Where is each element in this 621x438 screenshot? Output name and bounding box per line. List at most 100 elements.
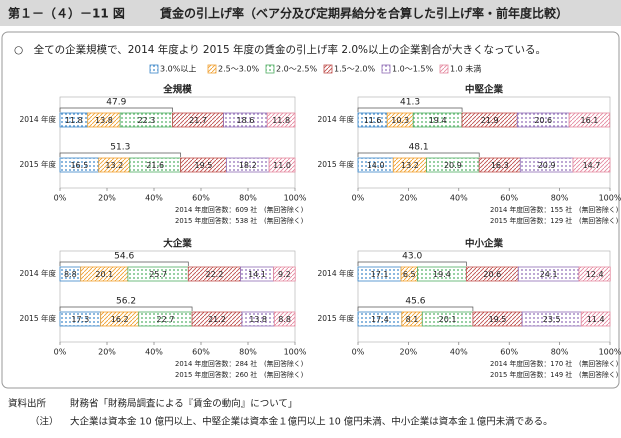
data-label: 20.6	[534, 116, 552, 125]
x-tick-label: 100%	[284, 348, 307, 357]
data-label: 22.2	[205, 270, 223, 279]
y-tick-label: 2014 年度	[20, 268, 57, 278]
bar-segment	[580, 311, 611, 327]
data-label: 16.1	[581, 116, 599, 125]
data-label: 6.5	[403, 270, 416, 279]
chart-title: 大企業	[163, 238, 192, 250]
chart-title: 中小企業	[465, 238, 504, 250]
bracket-label: 51.3	[110, 143, 130, 153]
data-label: 11.4	[587, 315, 605, 324]
bracket	[357, 152, 480, 157]
data-label: 19.4	[429, 116, 447, 125]
data-label: 17.3	[71, 315, 89, 324]
bracket	[59, 107, 173, 112]
data-label: 16.2	[111, 315, 129, 324]
bracket-label: 45.6	[405, 297, 425, 307]
data-label: 14.0	[367, 161, 385, 170]
y-tick-label: 2015 年度	[20, 159, 57, 169]
data-label: 18.6	[237, 116, 255, 125]
source: 財務省「財務局調査による『賃金の動向』について」	[70, 398, 297, 410]
x-tick-label: 60%	[192, 194, 210, 203]
plot-frame	[59, 96, 296, 189]
data-label: 21.2	[208, 315, 226, 324]
data-label: 20.9	[538, 161, 556, 170]
data-label: 17.1	[371, 270, 389, 279]
data-label: 13.8	[95, 116, 113, 125]
note-label: （注）	[30, 416, 59, 428]
x-tick-label: 0%	[352, 194, 365, 203]
chart-title: 全規模	[162, 84, 192, 96]
legend-swatch	[207, 64, 217, 74]
data-label: 8.1	[406, 315, 419, 324]
legend-swatch	[323, 64, 333, 74]
data-label: 21.9	[481, 116, 499, 125]
respondent-note: 2014 年度回答数：155 社 (無回答除く)	[490, 205, 619, 214]
x-tick-label: 60%	[500, 194, 518, 203]
data-label: 12.4	[586, 270, 604, 279]
x-tick-label: 0%	[352, 348, 365, 357]
x-tick-label: 20%	[400, 194, 418, 203]
data-label: 19.4	[433, 270, 451, 279]
data-label: 22.3	[137, 116, 155, 125]
data-label: 20.1	[95, 270, 113, 279]
data-label: 19.5	[195, 161, 213, 170]
x-tick-label: 40%	[450, 194, 468, 203]
bracket-label: 47.9	[106, 98, 126, 108]
data-label: 17.4	[371, 315, 389, 324]
data-label: 23.5	[543, 315, 561, 324]
source-label: 資料出所	[8, 398, 47, 410]
x-tick-label: 80%	[551, 194, 569, 203]
bracket-label: 48.1	[409, 143, 429, 153]
data-label: 11.0	[273, 161, 291, 170]
bracket-label: 56.2	[116, 297, 136, 307]
y-tick-label: 2015 年度	[318, 313, 355, 323]
data-label: 11.6	[364, 116, 382, 125]
data-label: 20.6	[483, 270, 501, 279]
x-tick-label: 100%	[284, 194, 307, 203]
x-tick-label: 0%	[54, 348, 67, 357]
respondent-note: 2014 年度回答数：170 社 (無回答除く)	[490, 359, 619, 368]
legend-label: 1.0 未満	[450, 64, 481, 74]
respondent-note: 2014 年度回答数：609 社 (無回答除く)	[175, 205, 304, 214]
bar-segment	[578, 266, 611, 282]
data-label: 18.2	[239, 161, 257, 170]
bracket	[357, 306, 474, 311]
respondent-note: 2015 年度回答数：260 社 (無回答除く)	[175, 370, 304, 379]
data-label: 13.2	[401, 161, 419, 170]
plot-frame	[357, 96, 611, 189]
data-label: 20.9	[444, 161, 462, 170]
bracket	[59, 306, 193, 311]
bracket	[59, 152, 181, 157]
data-label: 24.1	[540, 270, 558, 279]
x-tick-label: 20%	[98, 348, 116, 357]
x-tick-label: 20%	[98, 194, 116, 203]
x-tick-label: 20%	[400, 348, 418, 357]
y-tick-label: 2014 年度	[20, 114, 57, 124]
data-label: 13.2	[105, 161, 123, 170]
bar-segment	[568, 112, 611, 128]
data-label: 14.1	[248, 270, 266, 279]
bracket	[357, 261, 467, 266]
data-label: 11.8	[272, 116, 290, 125]
respondent-note: 2014 年度回答数：284 社 (無回答除く)	[175, 359, 304, 368]
bracket	[357, 107, 463, 112]
bar-segment	[572, 157, 611, 173]
data-label: 20.1	[439, 315, 457, 324]
data-label: 16.5	[70, 161, 88, 170]
data-label: 21.6	[146, 161, 164, 170]
data-label: 22.7	[156, 315, 174, 324]
legend-label: 3.0%以上	[160, 65, 196, 74]
bar-segment	[268, 157, 296, 173]
data-label: 13.8	[249, 315, 267, 324]
respondent-note: 2015 年度回答数：129 社 (無回答除く)	[490, 216, 619, 225]
legend-swatch	[149, 64, 159, 74]
y-tick-label: 2015 年度	[318, 159, 355, 169]
x-tick-label: 60%	[192, 348, 210, 357]
data-label: 16.3	[491, 161, 509, 170]
x-tick-label: 60%	[500, 348, 518, 357]
plot-frame	[357, 250, 611, 343]
data-label: 8.8	[64, 270, 77, 279]
x-tick-label: 40%	[145, 194, 163, 203]
y-tick-label: 2014 年度	[318, 268, 355, 278]
x-tick-label: 0%	[54, 194, 67, 203]
